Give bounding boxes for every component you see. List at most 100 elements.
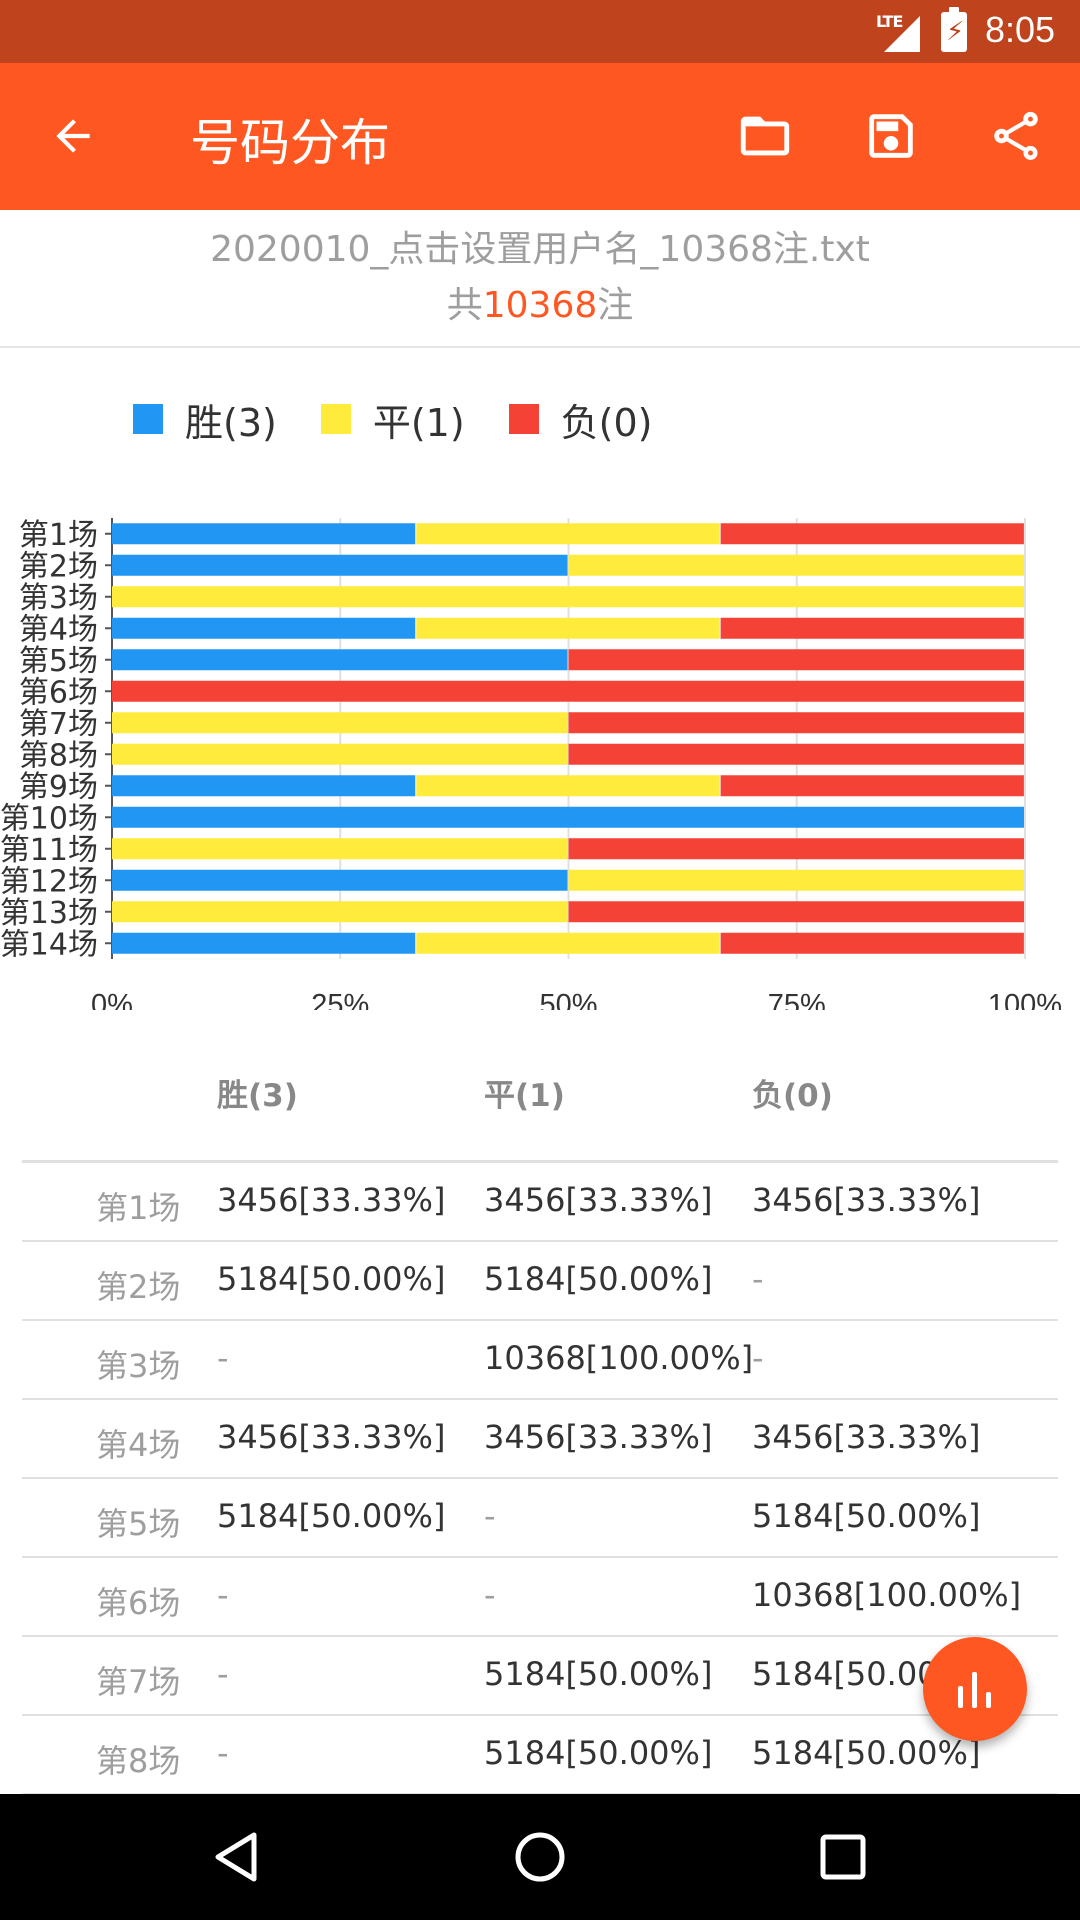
x-tick-label: 25% <box>311 989 369 1010</box>
legend-swatch-loss <box>508 404 539 434</box>
row-label: 第2场 <box>96 1268 181 1306</box>
bar-draw-2 <box>568 554 1024 576</box>
y-tick-label: 第11场 <box>0 833 98 868</box>
circle-home-icon <box>515 1832 565 1882</box>
bar-loss-1 <box>720 523 1024 545</box>
page-title: 号码分布 <box>190 114 390 172</box>
distribution-table: 胜(3) 平(1) 负(0) 第1场 3456[33.33%] 3456[33.33… <box>22 1040 1058 1795</box>
table-row: 第5场 5184[50.00%] -5184[50.00%] <box>22 1479 1058 1558</box>
open-folder-button[interactable] <box>730 101 800 171</box>
legend-label-win: 胜(3) <box>185 400 277 445</box>
nav-home-button[interactable] <box>505 1822 575 1892</box>
cell-draw: 3456[33.33%] <box>484 1181 713 1219</box>
x-tick-label: 50% <box>539 989 597 1010</box>
bar-win-14 <box>112 932 416 954</box>
header-loss: 负(0) <box>752 1078 833 1114</box>
header-draw: 平(1) <box>484 1078 565 1114</box>
back-button[interactable] <box>38 101 108 171</box>
y-tick-label: 第6场 <box>19 675 98 710</box>
row-label: 第8场 <box>96 1742 181 1780</box>
total-prefix: 共 <box>446 285 483 326</box>
cell-draw: - <box>484 1497 496 1535</box>
cell-draw: - <box>484 1576 496 1614</box>
bar-win-4 <box>112 617 416 639</box>
cell-draw: 5184[50.00%] <box>484 1655 713 1693</box>
bar-draw-11 <box>112 838 568 860</box>
bar-draw-7 <box>112 712 568 734</box>
legend-swatch-win <box>133 404 163 434</box>
bar-draw-8 <box>112 743 568 765</box>
nav-back-button[interactable] <box>201 1822 271 1892</box>
row-label: 第7场 <box>96 1663 181 1701</box>
chart-fab-button[interactable] <box>923 1637 1027 1741</box>
share-icon <box>994 111 1038 160</box>
cell-loss: - <box>752 1260 764 1298</box>
table-header: 胜(3) 平(1) 负(0) <box>22 1040 1058 1163</box>
total-count: 10368 <box>482 285 598 326</box>
legend-swatch-draw <box>320 404 351 434</box>
bar-win-1 <box>112 523 416 545</box>
status-bar: LTE ⚡ 8:05 <box>0 0 1080 63</box>
legend-label-loss: 负(0) <box>560 400 653 445</box>
app-bar: 号码分布 <box>0 63 1080 210</box>
cell-win: - <box>217 1655 229 1693</box>
row-label: 第1场 <box>96 1189 181 1227</box>
file-name: 2020010_点击设置用户名_10368注.txt <box>210 229 870 270</box>
table-row: 第6场 - -10368[100.00%] <box>22 1558 1058 1637</box>
cell-win: 5184[50.00%] <box>217 1497 446 1535</box>
bar-draw-3 <box>112 586 1024 608</box>
table-body: 第1场 3456[33.33%] 3456[33.33%] 3456[33.33%] 第… <box>22 1163 1058 1795</box>
row-label: 第3场 <box>96 1347 181 1385</box>
cell-draw: 3456[33.33%] <box>484 1418 713 1456</box>
x-tick-label: 0% <box>91 989 133 1010</box>
row-label: 第5场 <box>96 1505 181 1543</box>
row-label: 第6场 <box>96 1584 181 1622</box>
triangle-back-icon <box>215 1832 257 1882</box>
y-tick-label: 第13场 <box>0 896 98 931</box>
battery-charging-icon: ⚡ <box>941 7 967 52</box>
y-tick-label: 第4场 <box>19 612 98 647</box>
save-button[interactable] <box>856 101 926 171</box>
bar-loss-7 <box>568 712 1024 734</box>
total-suffix: 注 <box>597 285 634 326</box>
share-button[interactable] <box>981 101 1051 171</box>
x-tick-label: 100% <box>988 989 1062 1010</box>
cell-loss: 3456[33.33%] <box>752 1418 981 1456</box>
bar-win-2 <box>112 554 568 576</box>
nav-recents-button[interactable] <box>808 1822 878 1892</box>
table-row: 第8场 - 5184[50.00%] 5184[50.00%] <box>22 1716 1058 1795</box>
legend-item-win: 胜(3) <box>133 392 277 447</box>
bar-win-5 <box>112 649 568 671</box>
table-row: 第7场 -5184[50.00%] 5184[50.00%] <box>22 1637 1058 1716</box>
bar-loss-8 <box>568 743 1024 765</box>
folder-icon <box>740 116 790 156</box>
bar-loss-9 <box>720 775 1024 797</box>
y-tick-label: 第7场 <box>19 707 98 742</box>
bar-win-10 <box>112 806 1024 828</box>
table-row: 第4场 3456[33.33%] 3456[33.33%] 3456[33.33%] <box>22 1400 1058 1479</box>
bar-draw-14 <box>416 932 720 954</box>
bar-loss-4 <box>720 617 1024 639</box>
stacked-bar-chart: 第1场第2场第3场第4场第5场第6场第7场第8场第9场第10场第11场第12场第… <box>0 518 1062 1010</box>
bar-loss-11 <box>568 838 1024 860</box>
cell-win: - <box>217 1576 229 1614</box>
legend-item-loss: 负(0) <box>508 392 653 447</box>
cell-loss: - <box>752 1339 764 1377</box>
y-tick-label: 第8场 <box>19 738 98 773</box>
legend-item-draw: 平(1) <box>320 392 465 447</box>
status-time: 8:05 <box>985 9 1056 50</box>
cell-win: - <box>217 1339 229 1377</box>
y-tick-label: 第3场 <box>19 581 98 616</box>
y-tick-label: 第5场 <box>19 644 98 679</box>
total-line: 共10368注 <box>0 276 1080 328</box>
table-row: 第2场 5184[50.00%] 5184[50.00%] - <box>22 1242 1058 1321</box>
cell-win: 5184[50.00%] <box>217 1260 446 1298</box>
bar-draw-4 <box>416 617 720 639</box>
bar-win-12 <box>112 869 568 891</box>
cell-win: - <box>217 1734 229 1772</box>
save-icon <box>869 114 913 158</box>
chart-legend: 胜(3) 平(1) 负(0) <box>133 395 696 445</box>
cell-draw: 5184[50.00%] <box>484 1734 713 1772</box>
signal-icon <box>884 16 920 52</box>
cell-win: 3456[33.33%] <box>217 1181 446 1219</box>
